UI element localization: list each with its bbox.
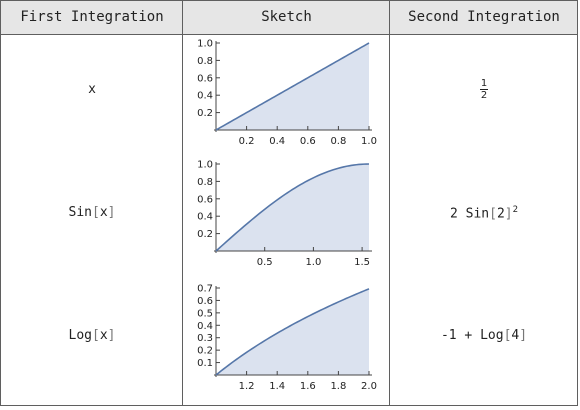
row2-second-arg: 2 (496, 206, 505, 222)
header-second-integration: Second Integration (408, 9, 560, 25)
column-divider-1 (182, 1, 183, 405)
sketch-plot-x: 0.2 0.4 0.6 0.8 1.0 0.2 0.4 0.6 0.8 1.0 (197, 39, 377, 148)
y-tick-label: 0.7 (197, 284, 213, 295)
x-tick-label: 0.2 (239, 136, 255, 147)
x-tick-label: 1.0 (361, 136, 377, 147)
x-tick-label: 0.8 (330, 136, 346, 147)
y-tick-label: 0.2 (197, 229, 213, 240)
sketch-plot-sin: 0.2 0.4 0.6 0.8 1.0 0.5 1.0 1.5 (197, 160, 372, 268)
y-tick-label: 0.8 (197, 177, 213, 188)
x-tick-label: 1.8 (330, 381, 346, 392)
header-sketch: Sketch (261, 9, 312, 25)
row3-second-arg: 4 (511, 328, 520, 343)
row1-frac-numerator: 1 (480, 78, 488, 89)
row1-frac-denominator: 2 (480, 90, 488, 101)
x-tick-label: 0.4 (269, 136, 285, 147)
y-tick-label: 0.4 (197, 91, 213, 102)
area-fill (216, 164, 369, 251)
row2-coef: 2 (449, 206, 458, 222)
row3-fn: Log (68, 328, 92, 343)
y-tick-label: 0.4 (197, 212, 213, 223)
header-first-integration: First Integration (20, 9, 164, 25)
row2-first-integration: Sin[x] (68, 205, 116, 220)
x-tick-label: 2.0 (361, 381, 377, 392)
x-tick-label: 1.4 (269, 381, 285, 392)
y-tick-label: 1.0 (197, 160, 213, 171)
row3-second-fn: Log (480, 328, 504, 343)
fraction-bar (480, 89, 488, 90)
series-line (215, 42, 370, 131)
row2-arg: x (99, 205, 108, 220)
x-tick-label: 0.5 (257, 257, 273, 268)
row2-exponent: 2 (512, 205, 519, 215)
x-tick-label: 1.0 (305, 257, 321, 268)
y-tick-label: 0.6 (197, 194, 213, 205)
row2-second-fn: Sin (465, 206, 490, 222)
row1-first-value: x (88, 82, 96, 97)
y-tick-label: 0.4 (197, 321, 213, 332)
x-tick-label: 1.5 (354, 257, 370, 268)
y-tick-label: 0.6 (197, 73, 213, 84)
series-line (215, 288, 370, 376)
y-tick-label: 0.1 (197, 358, 213, 369)
column-divider-2 (389, 1, 390, 405)
row3-first-integration: Log[x] (68, 328, 116, 343)
y-tick-label: 0.5 (197, 308, 213, 319)
area-fill (216, 288, 369, 375)
row3-prefix: -1 + (440, 328, 481, 343)
row3-second-integration: -1 + Log[4] (440, 328, 528, 343)
row1-second-integration: 1 2 (390, 78, 578, 101)
sketch-plot-log: 0.10.2 0.30.4 0.50.60.7 1.2 1.4 1.6 1.8 2.0 (197, 284, 377, 393)
x-tick-label: 1.6 (300, 381, 316, 392)
y-tick-label: 0.2 (197, 346, 213, 357)
y-tick-label: 1.0 (197, 39, 213, 50)
y-tick-label: 0.6 (197, 296, 213, 307)
row2-fn: Sin (68, 205, 92, 220)
row2-second-integration: 2 Sin[2]2 (449, 205, 519, 222)
row1-first-integration: x (1, 82, 183, 97)
y-tick-label: 0.2 (197, 108, 213, 119)
row3-arg: x (99, 328, 108, 343)
x-tick-label: 1.2 (239, 381, 255, 392)
table-header: First Integration Sketch Second Integrat… (1, 1, 577, 35)
x-tick-label: 0.6 (300, 136, 316, 147)
y-tick-label: 0.3 (197, 333, 213, 344)
y-tick-label: 0.8 (197, 56, 213, 67)
series-line (215, 163, 370, 252)
